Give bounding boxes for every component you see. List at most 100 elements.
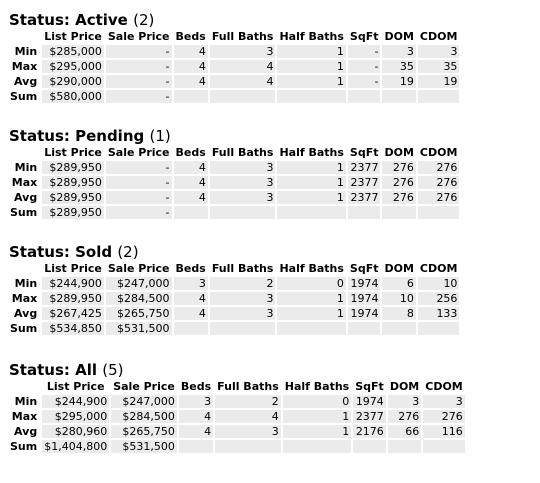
column-header-full-baths: Full Baths	[211, 30, 274, 43]
cell-dom	[382, 206, 416, 219]
cell-sale-price: $265,750	[111, 425, 177, 438]
section-heading: Status: All (5)	[9, 361, 123, 379]
cell-sqft	[347, 90, 381, 103]
cell-sqft: 1974	[347, 277, 381, 290]
table-row-max: Max $295,000 $284,500 4 4 1 2377 276 276	[8, 410, 465, 423]
cell-full-baths: 4	[209, 60, 276, 73]
cell-half-baths: 1	[277, 176, 346, 189]
table-row-avg: Avg $280,960 $265,750 4 3 1 2176 66 116	[8, 425, 465, 438]
column-header-sqft: SqFt	[349, 30, 379, 43]
row-label: Sum	[10, 322, 38, 335]
section-title: Status: Sold	[9, 243, 113, 261]
cell-half-baths: 0	[277, 277, 346, 290]
column-header-sale-price: Sale Price	[107, 146, 170, 159]
stats-table: List Price Sale Price Beds Full Baths Half B…	[6, 260, 461, 337]
header-corner	[8, 380, 40, 393]
cell-cdom: 276	[417, 176, 460, 189]
cell-half-baths: 1	[277, 60, 346, 73]
cell-list-price: $1,404,800	[42, 440, 110, 453]
cell-sqft: 1974	[347, 292, 381, 305]
section-title: Status: Pending	[9, 127, 145, 145]
section-title: Status: All	[9, 361, 97, 379]
cell-dom	[382, 90, 416, 103]
cell-half-baths: 1	[277, 161, 346, 174]
table-row-sum: Sum $534,850 $531,500	[8, 322, 460, 335]
row-label: Avg	[14, 307, 38, 320]
stats-table: List Price Sale Price Beds Full Baths Half B…	[6, 378, 467, 455]
cell-half-baths	[277, 206, 346, 219]
table-row-max: Max $295,000-4 4 1-35 35	[8, 60, 460, 73]
table-row-min: Min $289,950-4 3 1 2377 276 276	[8, 161, 460, 174]
cell-beds: 4	[173, 45, 208, 58]
cell-sqft	[347, 206, 381, 219]
cell-cdom: 10	[417, 277, 460, 290]
cell-full-baths: 3	[209, 176, 276, 189]
cell-list-price: $289,950	[42, 161, 104, 174]
table-row-avg: Avg $267,425 $265,750 4 3 1 1974 8 133	[8, 307, 460, 320]
row-label: Max	[11, 176, 38, 189]
column-header-half-baths: Half Baths	[279, 30, 344, 43]
cell-beds	[173, 90, 208, 103]
cell-full-baths	[209, 206, 276, 219]
cell-list-price: $534,850	[42, 322, 104, 335]
cell-dom: 66	[387, 425, 422, 438]
cell-cdom: 35	[417, 60, 460, 73]
cell-dom: 276	[382, 191, 416, 204]
cell-dom: 8	[382, 307, 416, 320]
cell-list-price: $295,000	[42, 410, 110, 423]
column-header-dom: DOM	[384, 262, 414, 275]
cell-sqft: 1974	[353, 395, 386, 408]
column-header-sale-price: Sale Price	[113, 380, 175, 393]
row-label: Sum	[10, 90, 38, 103]
cell-list-price: $295,000	[42, 60, 104, 73]
cell-cdom: 256	[417, 292, 460, 305]
cell-list-price: $290,000	[42, 75, 104, 88]
cell-beds: 3	[173, 277, 208, 290]
cell-cdom	[417, 322, 460, 335]
table-row-min: Min $244,900 $247,000 3 2 0 1974 3 3	[8, 395, 465, 408]
column-header-list-price: List Price	[44, 146, 102, 159]
cell-beds: 4	[173, 307, 208, 320]
column-header-sqft: SqFt	[349, 146, 379, 159]
table-row-avg: Avg $290,000-4 4 1-19 19	[8, 75, 460, 88]
stats-table: List Price Sale Price Beds Full Baths Half B…	[6, 144, 461, 221]
cell-list-price: $289,950	[42, 176, 104, 189]
section-heading: Status: Sold (2)	[9, 243, 139, 261]
cell-sale-price: $284,500	[105, 292, 172, 305]
cell-full-baths	[209, 90, 276, 103]
cell-dom: 6	[382, 277, 416, 290]
section-count: (5)	[102, 361, 124, 379]
cell-cdom: 116	[423, 425, 465, 438]
cell-full-baths: 3	[209, 307, 276, 320]
cell-sale-price: $531,500	[111, 440, 177, 453]
column-header-cdom: CDOM	[419, 146, 458, 159]
table-header-row: List Price Sale Price Beds Full Baths Half B…	[8, 262, 459, 275]
column-header-beds: Beds	[175, 262, 206, 275]
cell-cdom	[423, 440, 465, 453]
column-header-cdom: CDOM	[425, 380, 463, 393]
cell-beds: 4	[173, 60, 208, 73]
cell-sale-price: -	[105, 191, 172, 204]
header-corner	[8, 146, 40, 159]
cell-half-baths: 1	[277, 292, 346, 305]
cell-full-baths: 4	[209, 75, 276, 88]
table-row-max: Max $289,950-4 3 1 2377 276 276	[8, 176, 460, 189]
section-title: Status: Active	[9, 11, 128, 29]
row-label: Max	[11, 60, 38, 73]
row-label: Min	[14, 161, 38, 174]
section-heading: Status: Active (2)	[9, 11, 154, 29]
cell-sqft: 2377	[347, 161, 381, 174]
section-count: (2)	[117, 243, 139, 261]
cell-list-price: $289,950	[42, 191, 104, 204]
cell-sale-price: -	[105, 90, 172, 103]
cell-half-baths: 1	[277, 75, 346, 88]
cell-list-price: $267,425	[42, 307, 104, 320]
section-count: (2)	[133, 11, 155, 29]
row-label: Min	[14, 277, 38, 290]
cell-sqft	[347, 322, 381, 335]
cell-beds: 4	[173, 161, 208, 174]
row-label: Max	[11, 292, 38, 305]
row-label: Max	[11, 410, 38, 423]
cell-sqft: -	[347, 75, 381, 88]
cell-beds	[178, 440, 214, 453]
